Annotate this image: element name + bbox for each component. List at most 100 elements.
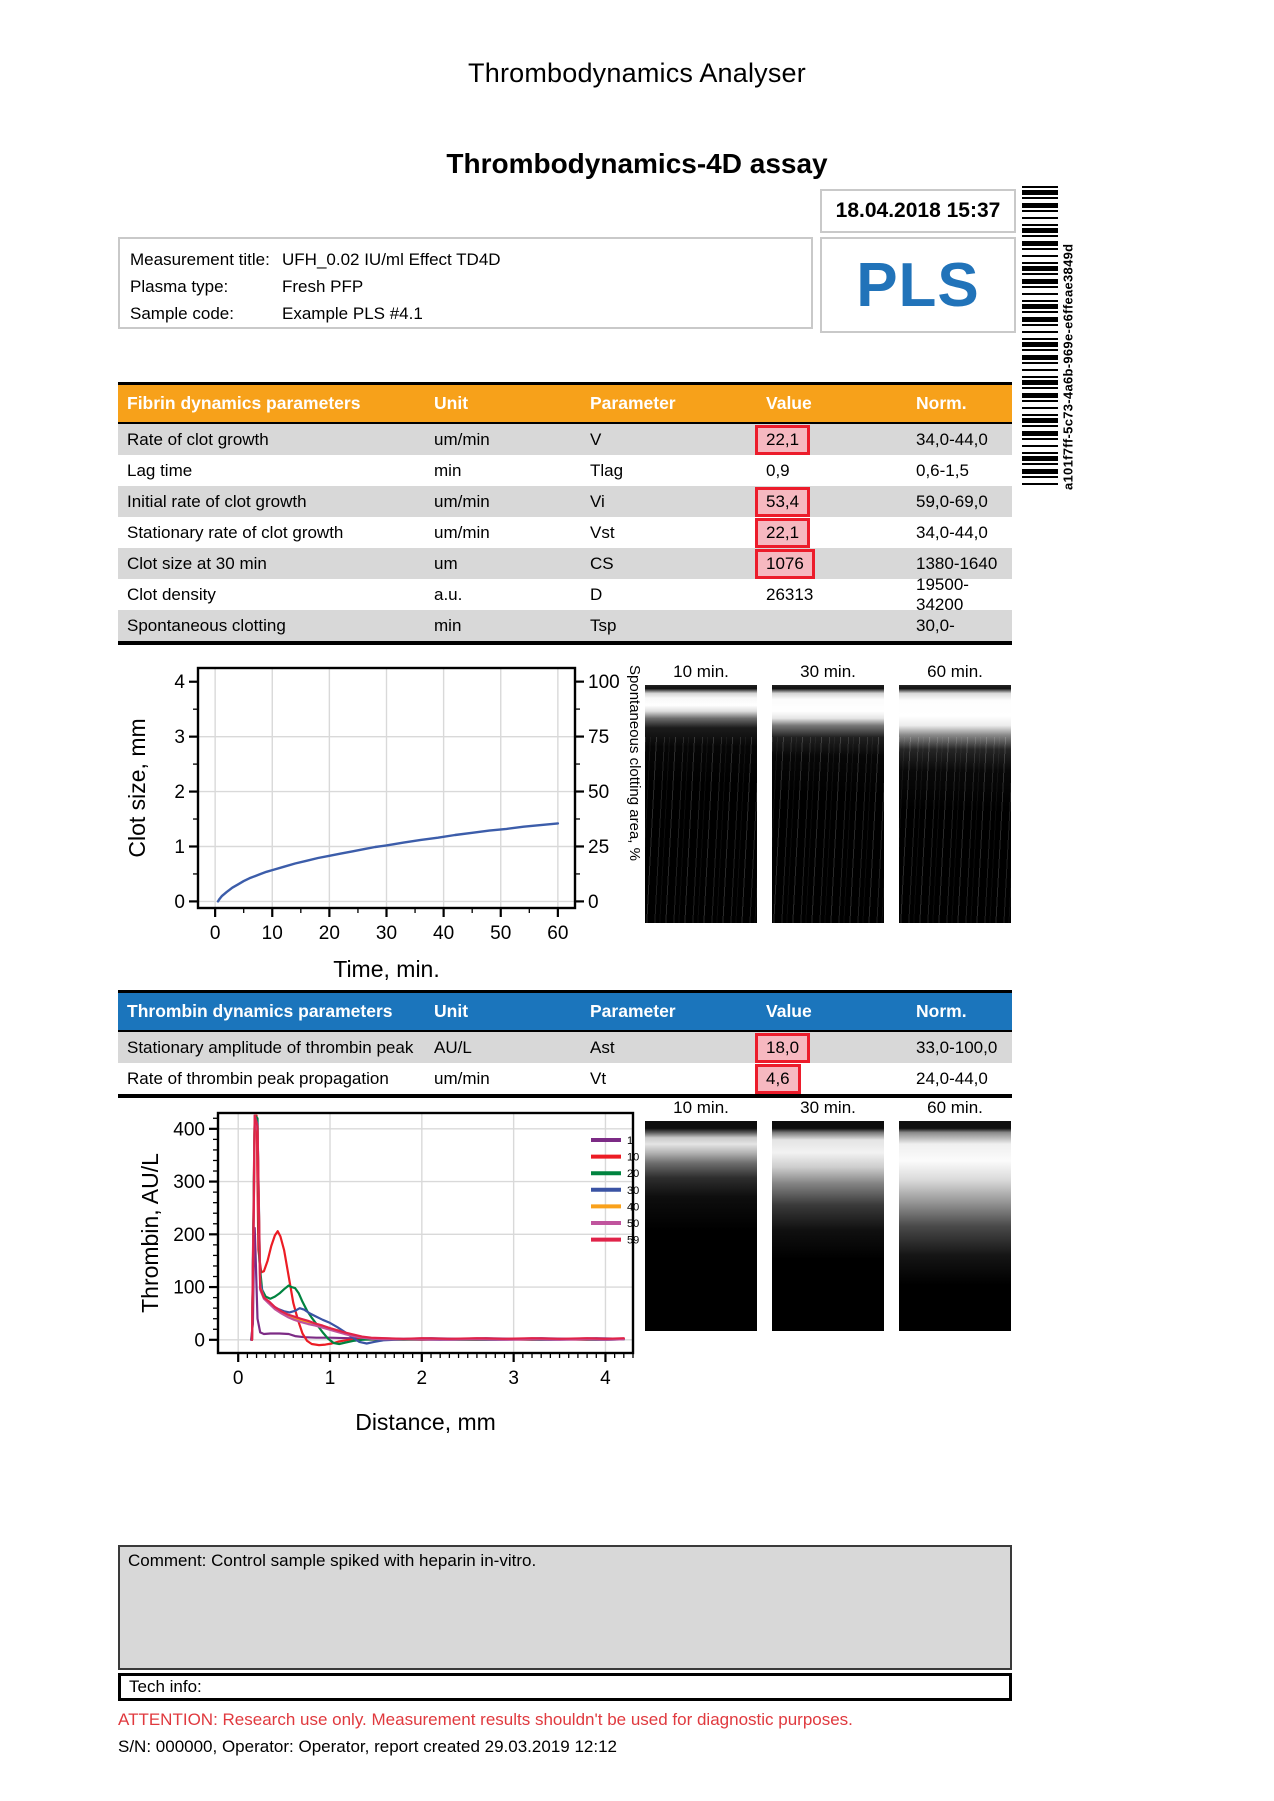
cell-norm: 34,0-44,0: [916, 522, 988, 542]
info-label: Plasma type:: [130, 277, 229, 296]
svg-text:0: 0: [233, 1368, 244, 1389]
table-row: Lag time min Tlag 0,9 0,6-1,5: [118, 455, 1012, 486]
cell-norm: 1380-1640: [916, 553, 998, 573]
cell-unit: min: [434, 460, 462, 480]
highlighted-value: 1076: [755, 548, 815, 579]
fibrin-images-row: 10 min. 30 min. 60 min.: [645, 662, 1011, 923]
header-cell-name: Fibrin dynamics parameters: [127, 393, 361, 413]
svg-text:Clot size, mm: Clot size, mm: [124, 718, 150, 857]
microscopy-column: 60 min.: [899, 662, 1011, 923]
cell-unit: um/min: [434, 491, 490, 511]
pls-logo: PLS: [856, 250, 980, 320]
svg-text:0: 0: [194, 1330, 205, 1351]
cell-value: 4,6: [755, 1063, 916, 1094]
svg-text:300: 300: [173, 1172, 205, 1193]
cell-name: Stationary rate of clot growth: [127, 522, 344, 542]
svg-text:1: 1: [325, 1368, 336, 1389]
tech-info-label: Tech info:: [129, 1677, 202, 1696]
svg-text:Spontaneous clotting area, %: Spontaneous clotting area, %: [626, 665, 643, 861]
image-time-label: 30 min.: [800, 662, 856, 681]
info-label: Measurement title:: [130, 250, 270, 269]
table-row: Rate of clot growth um/min V 22,1 34,0-44,0: [118, 424, 1012, 455]
cell-name: Rate of thrombin peak propagation: [127, 1068, 389, 1088]
cell-value: 0,9: [766, 460, 790, 480]
image-time-label: 10 min.: [673, 1098, 729, 1117]
cell-parameter: Vst: [590, 522, 615, 542]
fib-microscopy-image: [645, 685, 757, 923]
svg-text:2: 2: [417, 1368, 428, 1389]
cell-parameter: Tsp: [590, 615, 617, 635]
svg-text:3: 3: [508, 1368, 519, 1389]
attention-note: ATTENTION: Research use only. Measuremen…: [118, 1710, 853, 1729]
svg-text:0: 0: [174, 892, 185, 913]
svg-text:10: 10: [627, 1152, 639, 1164]
table-row: Clot density a.u. D 26313 19500-34200: [118, 575, 1012, 614]
svg-text:40: 40: [627, 1201, 639, 1213]
cell-value: 22,1: [755, 424, 916, 455]
cell-unit: um: [434, 553, 458, 573]
cell-norm: 33,0-100,0: [916, 1037, 998, 1057]
cell-name: Lag time: [127, 460, 193, 480]
microscopy-column: 10 min.: [645, 662, 757, 923]
info-label: Sample code:: [130, 304, 234, 323]
svg-text:30: 30: [376, 923, 397, 944]
table-header-row: Thrombin dynamics parameters Unit Paramete…: [118, 993, 1012, 1032]
svg-text:Distance, mm: Distance, mm: [355, 1409, 496, 1435]
svg-text:3: 3: [174, 727, 185, 748]
table-row: Clot size at 30 min um CS 1076 1380-1640: [118, 548, 1012, 579]
image-time-label: 60 min.: [927, 1098, 983, 1117]
cell-value: 22,1: [755, 517, 916, 548]
svg-text:Time, min.: Time, min.: [333, 956, 440, 982]
highlighted-value: 53,4: [755, 486, 811, 517]
cell-parameter: Tlag: [590, 460, 624, 480]
thr-microscopy-image: [645, 1121, 757, 1331]
cell-value: 26313: [766, 584, 814, 604]
thrombin-parameters-table: Thrombin dynamics parameters Unit Paramete…: [118, 990, 1012, 1098]
info-value: UFH_0.02 IU/ml Effect TD4D: [282, 250, 501, 269]
highlighted-value: 22,1: [755, 517, 811, 548]
measurement-info-box: Measurement title: UFH_0.02 IU/ml Effect …: [118, 237, 813, 329]
cell-parameter: Vi: [590, 491, 605, 511]
header-cell-unit: Unit: [434, 393, 469, 413]
svg-text:30: 30: [627, 1185, 639, 1197]
cell-parameter: V: [590, 429, 602, 449]
microscopy-column: 30 min.: [772, 662, 884, 923]
microscopy-column: 30 min.: [772, 1098, 884, 1331]
svg-text:10: 10: [262, 923, 283, 944]
table-row: Stationary rate of clot growth um/min Vst 2…: [118, 517, 1012, 548]
report-title: Thrombodynamics-4D assay: [446, 148, 828, 179]
svg-text:59: 59: [627, 1235, 639, 1247]
info-value: Example PLS #4.1: [282, 304, 423, 323]
fibrin-parameters-table: Fibrin dynamics parameters Unit Parameter V…: [118, 382, 1012, 645]
header-cell-value: Value: [766, 1001, 812, 1021]
barcode-text: a101f7ff-5c73-4a6b-969e-e6ffeae3849d: [1060, 243, 1076, 490]
svg-text:0: 0: [210, 923, 221, 944]
thr-microscopy-image: [899, 1121, 1011, 1331]
svg-text:2: 2: [174, 782, 185, 803]
svg-text:75: 75: [588, 727, 609, 748]
svg-text:Thrombin, AU/L: Thrombin, AU/L: [137, 1153, 163, 1313]
table-row: Initial rate of clot growth um/min Vi 53,4 5…: [118, 486, 1012, 517]
cell-unit: min: [434, 615, 462, 635]
info-row: Plasma type: Fresh PFP: [130, 273, 811, 300]
svg-text:100: 100: [588, 672, 620, 693]
cell-name: Stationary amplitude of thrombin peak: [127, 1037, 414, 1057]
microscopy-column: 60 min.: [899, 1098, 1011, 1331]
comment-box: Comment: Control sample spiked with hepa…: [118, 1545, 1012, 1670]
thrombin-images-row: 10 min. 30 min. 60 min.: [645, 1098, 1011, 1331]
svg-text:25: 25: [588, 837, 609, 858]
header-cell-norm: Norm.: [916, 1001, 967, 1021]
svg-text:60: 60: [547, 923, 568, 944]
cell-norm: 19500-34200: [916, 574, 969, 614]
serial-line: S/N: 000000, Operator: Operator, report …: [118, 1737, 617, 1756]
cell-parameter: CS: [590, 553, 614, 573]
header-cell-name: Thrombin dynamics parameters: [127, 1001, 393, 1021]
cell-name: Initial rate of clot growth: [127, 491, 307, 511]
highlighted-value: 18,0: [755, 1032, 811, 1063]
svg-text:50: 50: [588, 782, 609, 803]
comment-text: Comment: Control sample spiked with hepa…: [128, 1551, 537, 1570]
table-header-row: Fibrin dynamics parameters Unit Parameter V…: [118, 385, 1012, 424]
table-row: Spontaneous clotting min Tsp 30,0-: [118, 610, 1012, 641]
header-cell-unit: Unit: [434, 1001, 469, 1021]
